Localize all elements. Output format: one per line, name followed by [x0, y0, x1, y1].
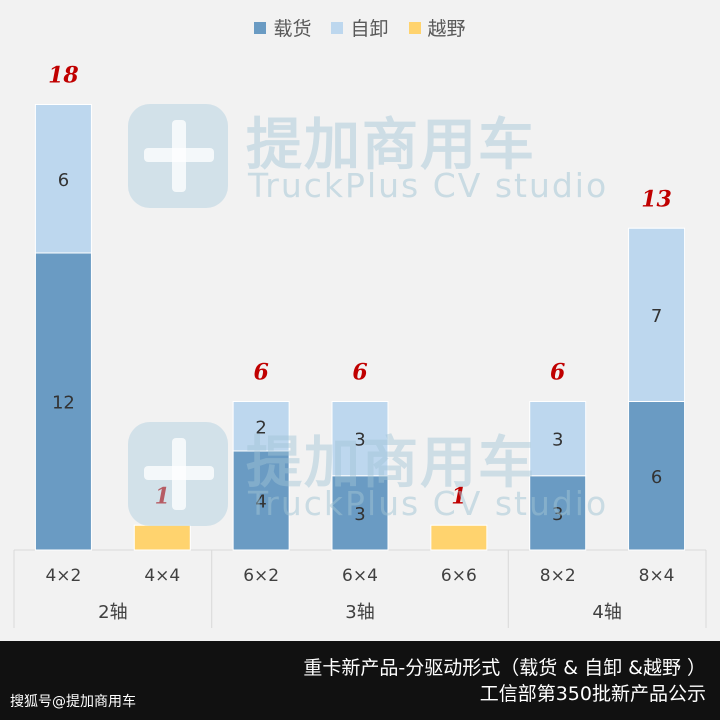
- bar-segment: [34, 252, 92, 551]
- legend-label-cargo: 载货: [273, 18, 312, 40]
- bar-segment: [232, 450, 290, 551]
- footer: 重卡新产品-分驱动形式（载货 & 自卸 &越野 ） 工信部第350批新产品公示 …: [0, 641, 720, 720]
- legend-swatch-dump: [331, 21, 344, 34]
- data-label: 3: [354, 504, 365, 525]
- data-label: 6: [651, 467, 662, 488]
- legend-item-offroad: 越野: [408, 14, 466, 41]
- legend-swatch-cargo: [254, 21, 267, 34]
- total-label: 6: [253, 360, 268, 386]
- x-tick-label: 8×4: [639, 566, 675, 586]
- legend-item-dump: 自卸: [331, 14, 389, 41]
- bar-segment: [232, 401, 290, 452]
- bar-segment: [529, 475, 587, 551]
- footer-caption-line1: 重卡新产品-分驱动形式（载货 & 自卸 &越野 ）: [303, 657, 706, 679]
- data-label: 3: [552, 430, 563, 451]
- total-label: 6: [550, 360, 565, 386]
- data-label: 4: [255, 492, 266, 513]
- x-tick-label: 4×4: [144, 566, 180, 586]
- bar-segment: [628, 227, 686, 402]
- legend-item-cargo: 载货: [254, 14, 311, 41]
- x-tick-label: 6×6: [441, 566, 477, 586]
- total-label: 13: [641, 186, 672, 212]
- x-tick-label: 6×2: [243, 566, 279, 586]
- total-label: 1: [155, 483, 170, 509]
- group-label: 3轴: [345, 602, 374, 623]
- legend-label-offroad: 越野: [427, 18, 466, 40]
- bar-segment: [628, 401, 686, 551]
- data-label: 3: [552, 504, 563, 525]
- bar-segment: [331, 401, 389, 477]
- total-label: 1: [451, 483, 466, 509]
- legend-swatch-offroad: [408, 21, 421, 34]
- group-label: 4轴: [592, 602, 621, 623]
- x-tick-label: 4×2: [45, 566, 81, 586]
- data-label: 3: [354, 430, 365, 451]
- bar-segment: [529, 401, 587, 477]
- data-label: 7: [651, 306, 662, 327]
- data-label: 12: [52, 393, 75, 414]
- legend-label-dump: 自卸: [350, 18, 389, 40]
- bar-segment: [430, 524, 488, 551]
- total-label: 18: [48, 63, 79, 89]
- data-label: 2: [255, 417, 266, 438]
- footer-caption-line2: 工信部第350批新产品公示: [479, 683, 706, 705]
- group-label: 2轴: [98, 602, 127, 623]
- legend: 载货 自卸 越野: [0, 14, 720, 41]
- bar-segment: [331, 475, 389, 551]
- x-tick-label: 6×4: [342, 566, 378, 586]
- data-label: 6: [58, 170, 69, 191]
- x-tick-label: 8×2: [540, 566, 576, 586]
- chart: 12 6 18 4×2 1 4×4 4 2 6 6×2 3 3 6 6×4 1 6×6 3 3 6 8×2 6 7 13 8×…: [13, 63, 707, 628]
- total-label: 6: [352, 360, 367, 386]
- bar-segment: [34, 104, 92, 254]
- bar-segment: [133, 524, 191, 551]
- footer-source: 搜狐号@提加商用车: [10, 694, 136, 710]
